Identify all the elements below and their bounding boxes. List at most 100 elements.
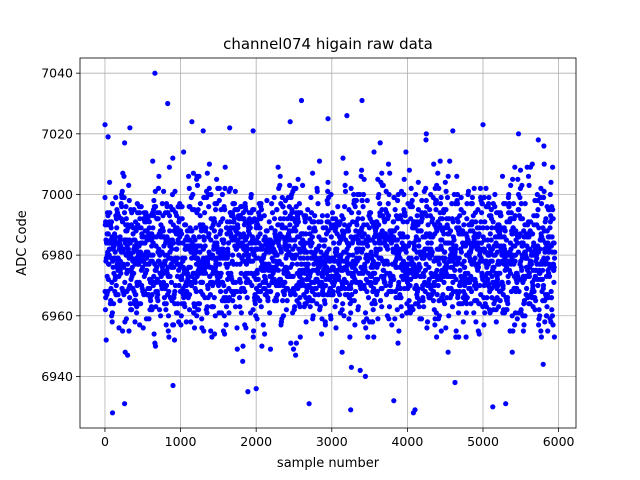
data-point [185, 273, 191, 279]
data-point [518, 201, 524, 207]
data-point [487, 231, 493, 237]
data-point [516, 288, 522, 295]
data-point [456, 334, 462, 340]
data-point [475, 207, 481, 213]
data-point [471, 310, 477, 316]
data-point [417, 264, 423, 270]
data-point [251, 207, 257, 213]
data-point [461, 222, 467, 228]
data-point [172, 282, 178, 289]
data-point [515, 176, 521, 182]
data-point [240, 358, 246, 364]
data-point [371, 149, 377, 155]
data-point [442, 255, 448, 261]
data-point [387, 170, 393, 176]
data-point [280, 298, 286, 304]
data-point [113, 282, 119, 289]
data-point [274, 298, 280, 304]
data-point [117, 234, 123, 240]
data-point [131, 207, 137, 213]
data-point [252, 301, 258, 307]
data-point [423, 185, 429, 191]
data-point [485, 276, 491, 282]
data-point [394, 225, 400, 231]
data-point [444, 264, 450, 270]
data-point [293, 252, 300, 258]
data-point [212, 313, 218, 319]
data-point [305, 255, 311, 261]
data-point [115, 292, 121, 298]
data-point [193, 288, 199, 295]
data-point [126, 328, 132, 334]
data-point [257, 231, 263, 237]
data-point [525, 173, 532, 179]
data-point [305, 261, 311, 267]
data-point [107, 210, 113, 216]
data-point [500, 282, 506, 289]
data-point [457, 288, 463, 295]
data-point [415, 285, 421, 292]
data-point [199, 316, 205, 322]
data-point [377, 298, 384, 304]
data-point [187, 264, 193, 270]
data-point [521, 298, 528, 304]
data-point [550, 322, 556, 328]
data-point [206, 231, 212, 237]
data-point [343, 279, 349, 285]
data-point [438, 328, 444, 334]
data-point [355, 216, 361, 222]
data-point [150, 213, 157, 219]
data-point [550, 207, 556, 213]
data-point [463, 310, 469, 316]
data-point [468, 288, 475, 295]
data-point [265, 298, 271, 304]
data-point [108, 285, 114, 292]
data-point [149, 307, 155, 313]
data-point [502, 228, 508, 234]
data-point [312, 228, 318, 234]
data-point [272, 228, 278, 234]
data-point [238, 204, 245, 210]
data-point [351, 298, 357, 304]
data-point [197, 213, 203, 219]
data-point [541, 143, 547, 149]
data-point [531, 240, 537, 246]
data-point [274, 252, 280, 258]
data-point [479, 201, 485, 207]
data-point [289, 207, 295, 213]
data-point [453, 243, 459, 249]
data-point [333, 225, 339, 231]
data-point [441, 231, 447, 237]
data-point [460, 319, 466, 325]
data-point [543, 216, 549, 222]
data-point [293, 352, 299, 358]
data-point [254, 316, 260, 322]
data-point [360, 191, 367, 198]
data-point [332, 304, 338, 310]
data-point [213, 207, 219, 213]
data-point [418, 316, 425, 322]
data-point [476, 301, 482, 307]
data-point [547, 225, 553, 231]
data-point [544, 313, 550, 319]
data-point [446, 313, 452, 319]
data-point [370, 264, 376, 270]
data-point [102, 122, 108, 128]
data-point [409, 197, 415, 204]
data-point [509, 349, 515, 355]
data-point [340, 155, 346, 161]
data-point [447, 228, 454, 234]
data-point [230, 252, 236, 258]
data-point [336, 273, 342, 279]
data-point [454, 191, 460, 198]
data-point [351, 191, 357, 198]
data-point [218, 228, 224, 234]
data-point [545, 328, 551, 334]
data-point [168, 279, 175, 285]
data-point [524, 255, 530, 261]
data-point [257, 282, 263, 289]
data-point [432, 322, 438, 328]
data-point [442, 301, 448, 307]
data-point [127, 125, 133, 131]
data-point [171, 337, 178, 343]
